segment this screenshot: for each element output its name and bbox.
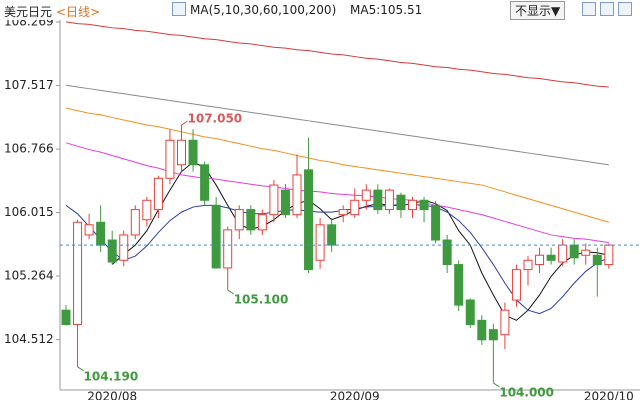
plus-icon[interactable]: [618, 2, 632, 16]
candle-body: [442, 239, 452, 266]
candle-body: [234, 209, 244, 231]
candle-body: [373, 189, 383, 211]
candle-body: [523, 259, 533, 271]
candle-body: [396, 194, 406, 211]
candle-body: [269, 184, 279, 216]
symbol: 美元日元: [4, 5, 53, 19]
candle-body: [246, 209, 256, 231]
candle-body: [165, 139, 175, 179]
candle-body: [257, 214, 267, 231]
annotation: 107.050: [188, 112, 243, 126]
candle-body: [280, 189, 290, 216]
candle-body: [569, 244, 579, 259]
candle-body: [592, 254, 602, 266]
candle-body: [350, 199, 360, 216]
grid-icon[interactable]: [582, 2, 596, 16]
ma-label: MA(5,10,30,60,100,200): [190, 3, 337, 17]
candle-body: [107, 239, 117, 263]
candle-body: [188, 139, 198, 166]
ma-line: [111, 161, 609, 321]
ma-line: [65, 21, 609, 88]
y-tick-label: 104.512: [4, 332, 54, 346]
minus-icon[interactable]: [600, 2, 614, 16]
candle-body: [454, 264, 464, 306]
y-tick-label: 107.517: [4, 78, 54, 92]
toggle-button[interactable]: 不显示▼: [510, 1, 566, 20]
candle-body: [338, 209, 348, 216]
ma-icon[interactable]: [172, 2, 186, 16]
candle-body: [511, 269, 521, 301]
candle-body: [200, 164, 210, 201]
ma5-readout: MA5:105.51: [350, 3, 423, 17]
candle-body: [604, 244, 614, 266]
y-tick-label: 106.015: [4, 205, 54, 219]
candle-body: [488, 329, 498, 341]
candle-body: [119, 234, 129, 261]
candle-body: [96, 221, 106, 246]
candle-body: [465, 299, 475, 326]
candle-body: [177, 139, 186, 166]
annotation-leader: [77, 366, 84, 372]
candle-body: [327, 224, 337, 246]
candle-body: [211, 204, 221, 269]
x-tick-label: 2020/08: [87, 390, 137, 400]
annotation: 104.190: [84, 369, 139, 383]
annotation: 105.100: [234, 292, 289, 306]
y-tick-label: 106.766: [4, 142, 54, 156]
candle-body: [130, 209, 140, 236]
candle-body: [315, 224, 325, 261]
annotation-leader: [227, 289, 234, 295]
candle-body: [558, 244, 568, 263]
candle-body: [73, 221, 83, 326]
period[interactable]: <日线>: [56, 5, 101, 19]
candle-body: [419, 199, 429, 211]
candle-body: [153, 177, 163, 211]
candle-body: [477, 319, 487, 341]
ma-line: [65, 142, 609, 244]
candle-body: [500, 309, 510, 336]
annotation: 104.000: [499, 385, 554, 399]
header: 美元日元 <日线> MA(5,10,30,60,100,200) MA5:105…: [0, 0, 640, 20]
candle-body: [361, 189, 371, 201]
candle-body: [535, 254, 545, 266]
candle-body: [408, 199, 417, 211]
ma-line: [65, 84, 609, 166]
candle-body: [431, 204, 441, 241]
annotation-leader: [181, 120, 188, 126]
ma-line: [65, 107, 609, 223]
x-tick-label: 2020/10: [584, 390, 634, 400]
candle-body: [61, 309, 71, 326]
annotation-leader: [493, 382, 500, 388]
candle-body: [223, 229, 233, 269]
x-tick-label: 2020/09: [330, 390, 380, 400]
candle-body: [384, 189, 394, 211]
candle-body: [304, 169, 314, 271]
ma-line: [65, 204, 610, 315]
candle-body: [84, 224, 94, 236]
candle-body: [142, 199, 152, 221]
candle-body: [292, 174, 302, 216]
y-tick-label: 105.264: [4, 269, 54, 283]
candle-body: [546, 254, 556, 261]
candle-body: [581, 249, 591, 256]
